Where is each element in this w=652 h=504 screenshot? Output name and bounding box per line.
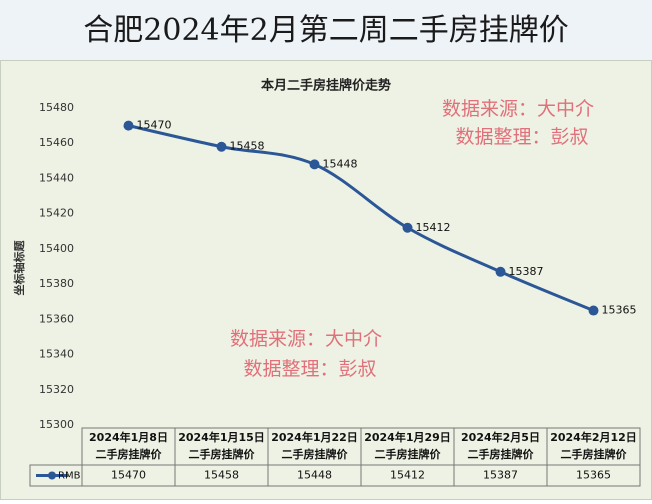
watermark: 数据整理：彭叔 <box>243 358 376 380</box>
x-tick-label: 2024年2月12日 <box>550 430 637 444</box>
data-point <box>495 266 506 277</box>
x-tick-label: 2024年1月15日 <box>178 430 265 444</box>
watermark: 数据来源：大中介 <box>442 98 594 120</box>
x-tick-label: 二手房挂牌价 <box>96 447 163 461</box>
data-point <box>123 120 134 131</box>
x-tick-label: 二手房挂牌价 <box>468 447 535 461</box>
data-label: 15458 <box>230 140 265 153</box>
y-tick-label: 15460 <box>39 136 74 149</box>
y-tick-label: 15360 <box>39 312 74 325</box>
legend-marker <box>48 471 56 480</box>
table-value: 15448 <box>297 469 332 482</box>
table-value: 15365 <box>576 469 611 482</box>
table-value: 15412 <box>390 469 425 482</box>
page-title: 合肥2024年2月第二周二手房挂牌价 <box>83 13 568 48</box>
table-value: 15458 <box>204 469 239 482</box>
table-legend-cell <box>29 464 83 487</box>
x-tick-label: 2024年2月5日 <box>461 430 540 444</box>
chart-panel <box>0 60 652 500</box>
data-point <box>216 141 227 152</box>
table-value: 15387 <box>483 469 518 482</box>
header-band <box>0 0 652 60</box>
y-tick-label: 15380 <box>39 277 74 290</box>
x-tick-label: 2024年1月22日 <box>271 430 358 444</box>
x-tick-label: 二手房挂牌价 <box>189 447 256 461</box>
x-tick-label: 二手房挂牌价 <box>282 447 349 461</box>
x-tick-label: 2024年1月8日 <box>89 430 168 444</box>
y-tick-label: 15480 <box>39 101 74 114</box>
y-tick-label: 15440 <box>39 171 74 184</box>
data-label: 15448 <box>323 157 358 170</box>
data-point <box>588 305 599 316</box>
x-tick-label: 二手房挂牌价 <box>561 447 628 461</box>
y-axis-label: 坐标轴标题 <box>12 240 26 296</box>
y-tick-label: 15400 <box>39 242 74 255</box>
chart-title: 本月二手房挂牌价走势 <box>261 78 391 94</box>
legend-label: RMB <box>58 471 81 482</box>
data-label: 15387 <box>509 265 544 278</box>
watermark: 数据整理：彭叔 <box>455 126 588 148</box>
data-point <box>309 159 320 170</box>
watermark: 数据来源：大中介 <box>230 328 382 350</box>
data-label: 15470 <box>137 119 172 132</box>
x-tick-label: 二手房挂牌价 <box>375 447 442 461</box>
x-tick-label: 2024年1月29日 <box>364 430 451 444</box>
data-label: 15412 <box>416 221 451 234</box>
data-point <box>402 222 413 233</box>
y-tick-label: 15420 <box>39 207 74 220</box>
y-tick-label: 15340 <box>39 348 74 361</box>
data-label: 15365 <box>602 304 637 317</box>
table-value: 15470 <box>111 469 146 482</box>
y-tick-label: 15320 <box>39 383 74 396</box>
y-tick-label: 15300 <box>39 418 74 431</box>
series-line <box>128 124 595 312</box>
